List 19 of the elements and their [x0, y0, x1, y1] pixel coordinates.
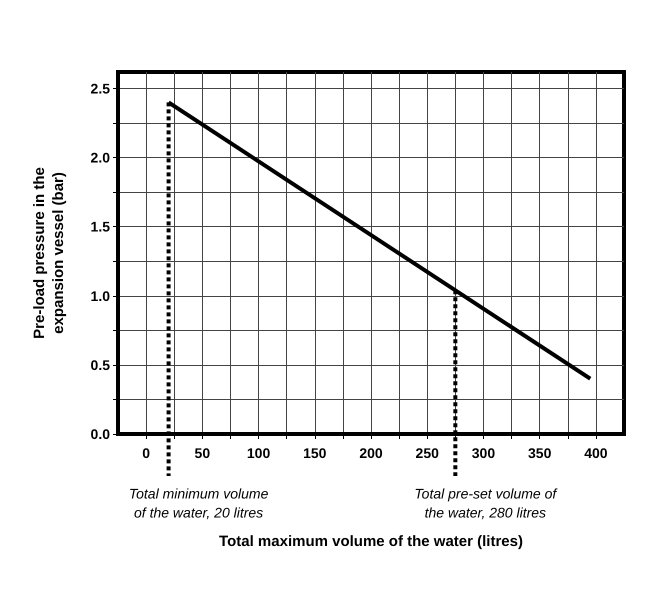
y-tick-label: 0.0 [90, 426, 110, 442]
y-tick-label: 1.0 [90, 288, 110, 304]
y-tick-label: 2.0 [90, 150, 110, 166]
y-axis-title: Pre-load pressure in the expansion vessel (bar) [31, 167, 67, 339]
x-tick-label: 350 [528, 445, 552, 461]
x-tick-label: 250 [416, 445, 440, 461]
x-tick-label: 0 [142, 445, 150, 461]
x-tick-label: 200 [359, 445, 383, 461]
ref-line-label: Total minimum volume of the water, 20 litres [128, 486, 269, 520]
x-tick-label: 100 [246, 445, 270, 461]
x-tick-label: 50 [194, 445, 210, 461]
x-axis-title: Total maximum volume of the water (litres) [219, 533, 523, 550]
y-tick-label: 0.5 [90, 356, 110, 373]
x-tick-label: 400 [584, 445, 608, 461]
x-tick-label: 150 [303, 445, 327, 461]
ref-line-label: Total pre-set volume of the water, 280 litres [414, 486, 558, 520]
x-tick-label: 300 [472, 445, 496, 461]
y-tick-label: 2.5 [90, 80, 110, 97]
y-tick-label: 1.5 [90, 218, 110, 235]
